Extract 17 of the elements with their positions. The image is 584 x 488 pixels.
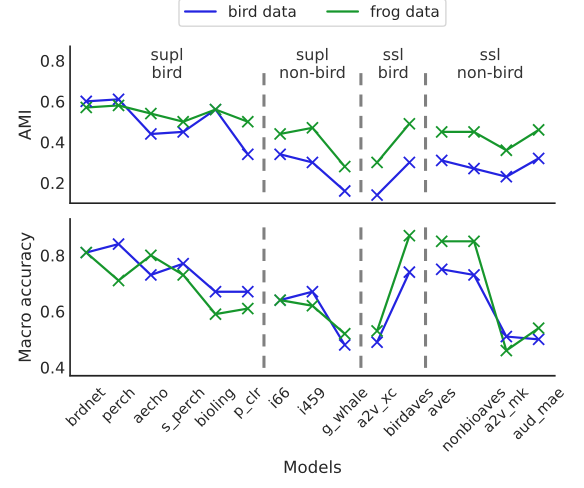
annotation: ssl bird [379,48,408,78]
y-axis-title: Macro accuracy [18,232,34,362]
legend-label: bird data [229,5,296,18]
annotation: ssl non-bird [458,48,522,78]
x-axis-title: Models [284,460,341,474]
y-tick-label: 0.2 [40,177,64,190]
y-tick-label: 0.8 [40,250,64,262]
annotation: supl bird [151,48,182,78]
y-tick-label: 0.6 [40,306,64,318]
y-tick-label: 0.8 [40,54,64,67]
y-tick-label: 0.4 [40,362,64,374]
legend-label: frog data [370,5,438,20]
y-axis-title: AMI [18,111,31,140]
x-tick-label: i66 [268,386,290,408]
annotation: supl non-bird [280,48,344,78]
y-tick-label: 0.4 [40,136,64,148]
y-tick-label: 0.6 [40,96,64,108]
